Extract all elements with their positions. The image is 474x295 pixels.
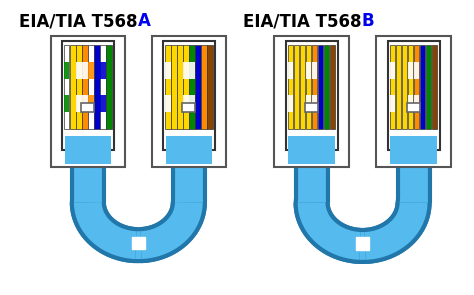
Bar: [76, 62, 82, 79]
Bar: [390, 62, 395, 79]
Bar: [165, 62, 171, 79]
Bar: [288, 62, 293, 79]
Bar: [306, 45, 311, 129]
Text: EIA/TIA T568: EIA/TIA T568: [19, 12, 138, 30]
Bar: [195, 45, 201, 129]
Bar: [306, 96, 311, 112]
Bar: [306, 62, 311, 79]
Bar: [64, 136, 111, 164]
Bar: [64, 45, 70, 129]
Bar: [396, 45, 401, 129]
Bar: [165, 45, 171, 129]
Bar: [391, 136, 437, 164]
Bar: [295, 94, 328, 121]
Bar: [88, 45, 93, 129]
Bar: [166, 136, 212, 164]
Bar: [163, 41, 215, 150]
Bar: [183, 45, 189, 129]
Bar: [81, 103, 94, 112]
Bar: [414, 96, 419, 112]
Bar: [183, 62, 189, 79]
Bar: [76, 96, 82, 112]
Bar: [420, 45, 425, 129]
Bar: [388, 41, 439, 150]
Bar: [288, 45, 293, 129]
Bar: [376, 36, 451, 167]
Bar: [171, 45, 176, 129]
Text: B: B: [362, 12, 374, 30]
Bar: [88, 96, 93, 112]
Polygon shape: [132, 237, 145, 249]
Bar: [397, 94, 430, 121]
Bar: [289, 136, 335, 164]
Polygon shape: [356, 237, 369, 250]
Bar: [177, 45, 182, 129]
Bar: [62, 41, 114, 150]
Bar: [82, 62, 88, 79]
Bar: [70, 45, 75, 129]
Bar: [165, 96, 171, 112]
Bar: [300, 45, 305, 129]
Bar: [189, 62, 195, 79]
Text: EIA/TIA T568: EIA/TIA T568: [243, 12, 362, 30]
Bar: [274, 36, 349, 167]
Bar: [207, 45, 213, 129]
Bar: [64, 62, 70, 79]
Bar: [312, 62, 317, 79]
Bar: [182, 103, 195, 112]
Bar: [288, 96, 293, 112]
Bar: [71, 94, 105, 121]
Bar: [294, 45, 299, 129]
Bar: [408, 45, 413, 129]
Bar: [94, 45, 100, 129]
Bar: [100, 45, 106, 129]
Bar: [152, 36, 226, 167]
Bar: [189, 96, 195, 112]
Bar: [100, 96, 106, 112]
Bar: [305, 103, 318, 112]
Bar: [426, 45, 431, 129]
Bar: [390, 45, 395, 129]
Bar: [64, 96, 70, 112]
Bar: [414, 45, 419, 129]
Bar: [106, 45, 111, 129]
Bar: [82, 45, 88, 129]
Bar: [312, 45, 317, 129]
Bar: [324, 45, 329, 129]
Bar: [330, 45, 336, 129]
Bar: [414, 62, 419, 79]
Bar: [76, 45, 82, 129]
Bar: [286, 41, 337, 150]
Bar: [408, 96, 413, 112]
Bar: [408, 62, 413, 79]
Bar: [201, 45, 207, 129]
Bar: [82, 96, 88, 112]
Bar: [51, 36, 125, 167]
Bar: [318, 45, 323, 129]
Bar: [432, 45, 438, 129]
Bar: [172, 94, 206, 121]
Bar: [312, 96, 317, 112]
Bar: [402, 45, 407, 129]
Text: A: A: [138, 12, 151, 30]
Bar: [100, 62, 106, 79]
Bar: [189, 45, 195, 129]
Bar: [183, 96, 189, 112]
Bar: [390, 96, 395, 112]
Bar: [407, 103, 420, 112]
Bar: [88, 62, 93, 79]
